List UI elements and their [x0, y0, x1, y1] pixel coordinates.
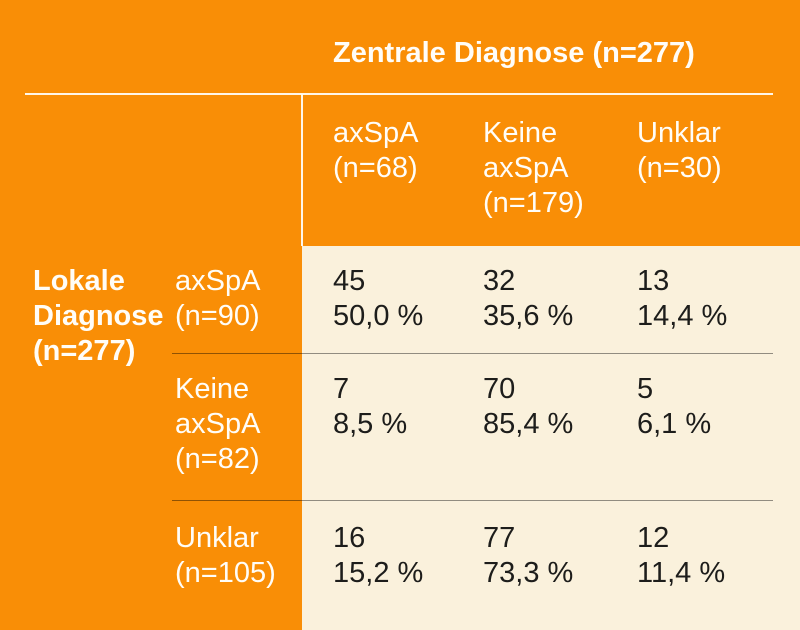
- cell-percent: 85,4 %: [483, 408, 574, 440]
- col-header-axspa: axSpA (n=68): [333, 117, 418, 184]
- column-group-title: Zentrale Diagnose (n=277): [333, 37, 695, 69]
- cell-count: 12: [637, 522, 670, 554]
- cell-percent: 8,5 %: [333, 408, 408, 440]
- cell-local-keine-central-unklar: 5 6,1 %: [637, 372, 777, 442]
- cell-count: 45: [333, 265, 366, 297]
- row-separator-1: [172, 353, 773, 354]
- row-label-axspa: axSpA (n=90): [175, 265, 260, 332]
- data-panel-background: [302, 246, 800, 630]
- column-divider-line: [301, 94, 303, 246]
- cell-percent: 73,3 %: [483, 557, 574, 589]
- row-group-title: Lokale Diagnose (n=277): [33, 265, 164, 367]
- cell-percent: 14,4 %: [637, 300, 728, 332]
- cell-count: 32: [483, 265, 516, 297]
- row-label-keine-axspa: Keine axSpA (n=82): [175, 373, 260, 475]
- cell-percent: 35,6 %: [483, 300, 574, 332]
- cell-count: 5: [637, 373, 654, 405]
- cell-count: 13: [637, 265, 670, 297]
- cell-percent: 15,2 %: [333, 557, 424, 589]
- cell-percent: 50,0 %: [333, 300, 424, 332]
- cell-count: 77: [483, 522, 516, 554]
- cell-count: 70: [483, 373, 516, 405]
- cell-local-unklar-central-keine: 77 73,3 %: [483, 521, 623, 591]
- row-label-unklar: Unklar (n=105): [175, 522, 276, 589]
- cell-local-unklar-central-unklar: 12 11,4 %: [637, 521, 777, 591]
- cell-count: 16: [333, 522, 366, 554]
- cell-local-unklar-central-axspa: 16 15,2 %: [333, 521, 473, 591]
- cell-local-axspa-central-axspa: 45 50,0 %: [333, 264, 473, 334]
- cell-local-axspa-central-keine: 32 35,6 %: [483, 264, 623, 334]
- cell-percent: 11,4 %: [637, 557, 726, 589]
- col-header-unklar: Unklar (n=30): [637, 117, 722, 184]
- cell-count: 7: [333, 373, 350, 405]
- cell-percent: 6,1 %: [637, 408, 712, 440]
- cell-local-keine-central-keine: 70 85,4 %: [483, 372, 623, 442]
- cell-local-axspa-central-unklar: 13 14,4 %: [637, 264, 777, 334]
- cell-local-keine-central-axspa: 7 8,5 %: [333, 372, 473, 442]
- row-separator-2: [172, 500, 773, 501]
- col-header-keine-axspa: Keine axSpA (n=179): [483, 117, 584, 219]
- header-divider-line: [25, 93, 773, 95]
